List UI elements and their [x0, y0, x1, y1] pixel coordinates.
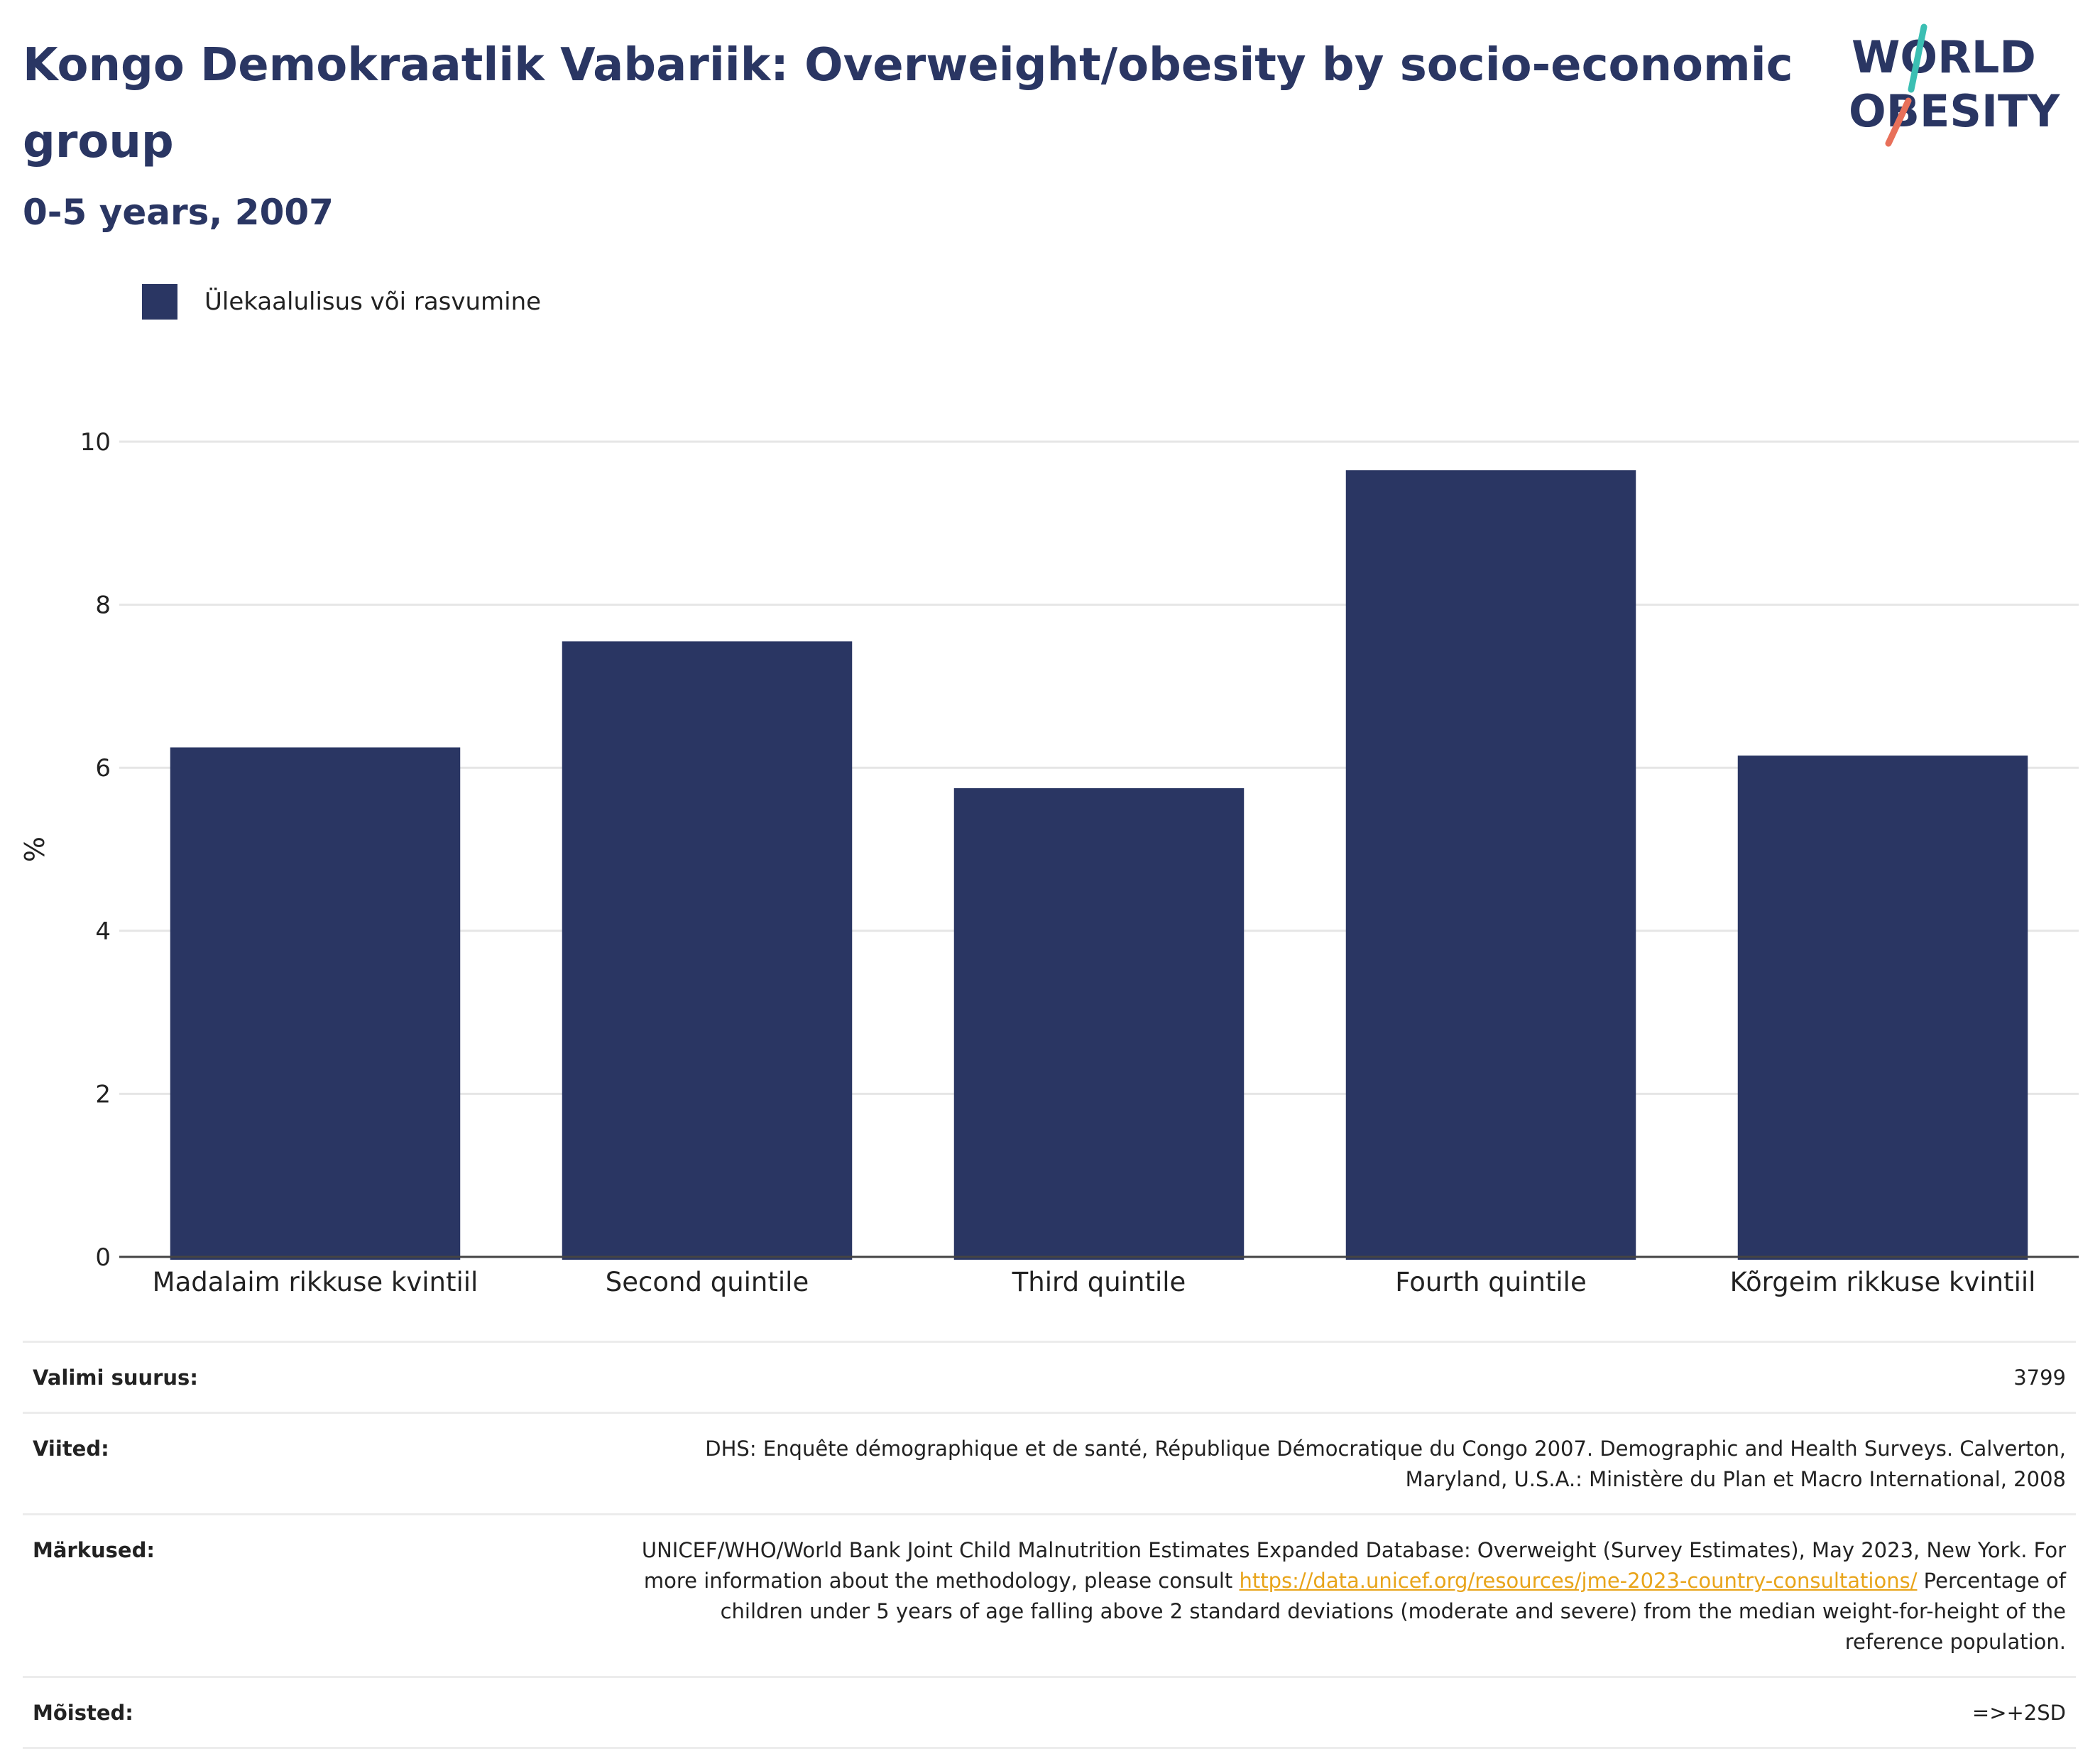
y-tick-label: 10 [80, 428, 111, 457]
world-obesity-logo: WORLD OBESITY [1849, 23, 2060, 147]
bar[interactable] [953, 788, 1245, 1260]
legend-label: Ülekaalulisus või rasvumine [204, 288, 542, 316]
notes-link[interactable]: https://data.unicef.org/resources/jme-20… [1239, 1569, 1918, 1593]
y-axis-title: % [19, 837, 50, 862]
x-axis-labels: Madalaim rikkuse kvintiil Second quintile… [153, 1267, 2036, 1297]
y-tick-label: 4 [95, 917, 111, 946]
meta-label: Viited: [33, 1437, 109, 1461]
meta-row-definitions: Mõisted: =>+2SD [23, 1676, 2076, 1749]
notes-text-after: Percentage of children under 5 years of … [720, 1569, 2066, 1654]
meta-value: UNICEF/WHO/World Bank Joint Child Malnut… [618, 1535, 2066, 1657]
page-subtitle: 0-5 years, 2007 [23, 192, 334, 233]
logo-slash-teal [1908, 23, 1927, 93]
logo-line1: WORLD [1852, 31, 2036, 83]
notes-text-before: UNICEF/WHO/World Bank Joint Child Malnut… [641, 1538, 2066, 1593]
bar[interactable] [1737, 755, 2028, 1260]
x-tick-label: Fourth quintile [1395, 1267, 1586, 1297]
logo-line2: OBESITY [1849, 85, 2060, 137]
chart-legend[interactable]: Ülekaalulisus või rasvumine [142, 284, 541, 320]
meta-value: 3799 [2013, 1366, 2066, 1390]
y-tick-label: 6 [95, 754, 111, 783]
x-tick-label: Kõrgeim rikkuse kvintiil [1730, 1267, 2036, 1297]
bar[interactable] [170, 747, 461, 1260]
bar[interactable] [1345, 470, 1636, 1260]
y-tick-label: 2 [95, 1080, 111, 1108]
meta-value: DHS: Enquête démographique et de santé, … [705, 1437, 2066, 1491]
meta-label: Valimi suurus: [33, 1366, 198, 1390]
x-tick-label: Second quintile [606, 1267, 809, 1297]
x-tick-label: Madalaim rikkuse kvintiil [153, 1267, 478, 1297]
meta-value: =>+2SD [1972, 1701, 2066, 1725]
y-tick-label: 0 [95, 1243, 111, 1272]
bar[interactable] [562, 641, 853, 1260]
page-title: Kongo Demokraatlik Vabariik: Overweight/… [23, 39, 1793, 168]
bar-chart: 0 2 4 6 8 10 Madalaim rikkuse kvintiil Second … [19, 428, 2079, 1297]
meta-label: Mõisted: [33, 1701, 133, 1725]
metadata-table: Valimi suurus: 3799 Viited: DHS: Enquête… [23, 1341, 2076, 1749]
meta-row-notes: Märkused: UNICEF/WHO/World Bank Joint Ch… [23, 1513, 2076, 1676]
meta-row-references: Viited: DHS: Enquête démographique et de… [23, 1412, 2076, 1513]
meta-label: Märkused: [33, 1538, 155, 1562]
y-tick-label: 8 [95, 592, 111, 620]
meta-row-sample-size: Valimi suurus: 3799 [23, 1341, 2076, 1412]
logo-slash-coral [1885, 97, 1912, 147]
bars [170, 470, 2028, 1260]
legend-swatch [142, 284, 177, 320]
x-tick-label: Third quintile [1012, 1267, 1186, 1297]
y-axis-ticks: 0 2 4 6 8 10 [80, 428, 111, 1272]
